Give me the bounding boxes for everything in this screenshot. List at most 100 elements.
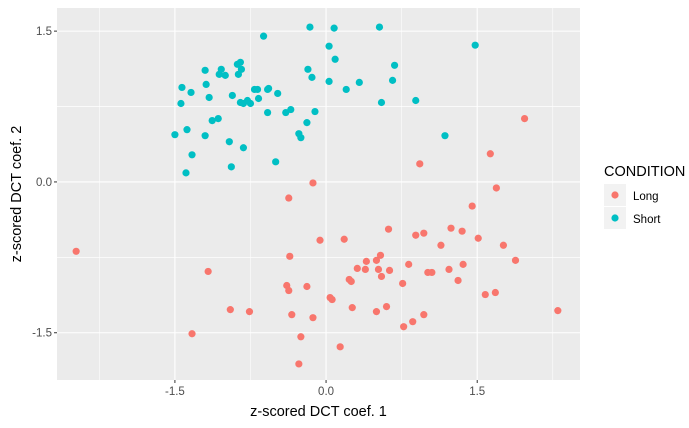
data-point-short — [274, 89, 282, 98]
x-axis-title: z-scored DCT coef. 1 — [250, 404, 387, 420]
data-point-short — [377, 98, 386, 107]
data-point-long — [428, 268, 436, 277]
data-point-short — [188, 151, 196, 159]
data-point-long — [492, 184, 500, 192]
data-point-short — [471, 41, 479, 49]
data-point-long — [288, 311, 296, 319]
legend-marker-long — [611, 191, 619, 199]
data-point-short — [342, 85, 350, 94]
data-point-short — [214, 114, 222, 123]
legend-label-long: Long — [633, 191, 659, 203]
data-point-short — [208, 117, 216, 125]
data-point-long — [72, 247, 80, 255]
data-points — [72, 23, 562, 368]
data-point-long — [468, 202, 476, 210]
data-point-long — [204, 267, 212, 276]
legend-label-short: Short — [633, 214, 661, 226]
data-point-long — [316, 236, 324, 244]
data-point-long — [447, 224, 455, 232]
data-point-long — [384, 225, 393, 233]
data-point-short — [215, 70, 223, 78]
data-point-long — [437, 241, 445, 249]
data-point-long — [309, 314, 317, 322]
data-point-short — [297, 134, 305, 142]
data-point-long — [348, 304, 356, 312]
y-axis-title: z-scored DCT coef. 2 — [9, 126, 25, 263]
data-point-short — [325, 77, 333, 85]
data-point-long — [400, 323, 408, 331]
data-point-short — [331, 55, 339, 63]
data-point-long — [328, 295, 336, 304]
data-point-long — [458, 227, 466, 235]
data-point-long — [297, 333, 305, 341]
data-point-short — [225, 138, 233, 146]
data-point-short — [171, 131, 179, 139]
data-point-long — [459, 260, 467, 268]
data-point-long — [481, 290, 489, 299]
data-point-short — [272, 158, 280, 166]
y-tick-label: 0.0 — [36, 177, 52, 189]
data-point-short — [330, 24, 338, 32]
data-point-long — [399, 279, 407, 288]
data-point-short — [253, 85, 262, 94]
data-point-short — [325, 42, 333, 50]
data-point-long — [409, 318, 417, 326]
data-point-short — [205, 93, 213, 102]
data-point-long — [412, 231, 420, 239]
data-point-long — [309, 179, 317, 187]
y-axis-ticks: -1.5 0.0 1.5 — [32, 26, 57, 340]
data-point-long — [286, 252, 294, 260]
data-point-long — [554, 307, 562, 315]
x-tick-label: 0.0 — [318, 386, 334, 398]
minor-gridlines — [57, 8, 580, 380]
data-point-short — [303, 119, 311, 127]
data-point-long — [491, 288, 499, 297]
y-tick-label: -1.5 — [32, 328, 52, 340]
data-point-short — [259, 32, 268, 40]
data-point-long — [226, 306, 234, 314]
major-gridlines — [57, 8, 580, 380]
data-point-long — [420, 229, 428, 237]
data-point-long — [374, 265, 383, 274]
data-point-long — [285, 194, 293, 202]
data-point-long — [474, 234, 482, 242]
y-tick-label: 1.5 — [36, 26, 52, 38]
data-point-short — [202, 80, 210, 89]
data-point-long — [361, 265, 369, 274]
plot-panel — [57, 8, 580, 380]
data-point-short — [264, 108, 272, 117]
data-point-long — [372, 256, 381, 264]
data-point-long — [362, 257, 370, 265]
data-point-short — [390, 61, 399, 69]
data-point-long — [295, 360, 303, 368]
data-point-short — [233, 60, 241, 68]
legend-marker-short — [611, 214, 619, 222]
data-point-long — [486, 150, 494, 158]
data-point-short — [183, 126, 191, 134]
data-point-short — [306, 23, 314, 31]
data-point-short — [201, 132, 209, 140]
data-point-long — [347, 277, 355, 286]
data-point-short — [355, 78, 363, 86]
data-point-long — [382, 303, 391, 311]
data-point-long — [353, 264, 361, 272]
data-point-short — [177, 99, 185, 108]
legend-title: CONDITION — [604, 164, 685, 180]
data-point-long — [445, 265, 453, 274]
data-point-long — [416, 160, 424, 168]
legend: CONDITION Long Short — [604, 164, 685, 229]
data-point-short — [178, 83, 186, 92]
data-point-long — [520, 114, 529, 123]
data-point-short — [412, 96, 420, 105]
data-point-long — [385, 266, 394, 275]
data-point-short — [201, 66, 209, 74]
data-point-long — [511, 256, 520, 264]
data-point-long — [376, 251, 385, 259]
data-point-short — [308, 73, 316, 81]
data-point-long — [188, 330, 196, 338]
data-point-long — [372, 308, 381, 316]
data-point-long — [377, 272, 386, 281]
data-point-short — [265, 84, 273, 93]
data-point-short — [311, 107, 319, 116]
